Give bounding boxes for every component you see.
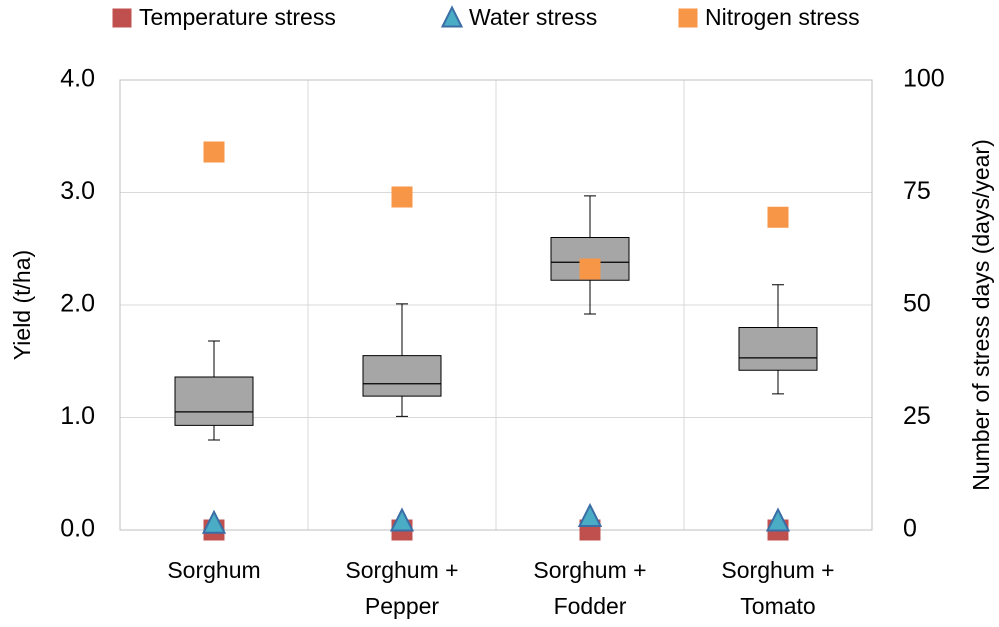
x-tick-label: Sorghum + xyxy=(345,557,458,583)
y-axis-title: Yield (t/ha) xyxy=(9,250,35,360)
stress-marker xyxy=(579,258,601,280)
legend-marker xyxy=(678,8,698,28)
box xyxy=(174,376,254,426)
y2-axis-title: Number of stress days (days/year) xyxy=(968,139,994,491)
plot-border xyxy=(119,79,873,531)
legend-marker xyxy=(112,8,132,28)
y-tick-label: 0.0 xyxy=(60,515,95,543)
stress-marker xyxy=(577,502,603,527)
box xyxy=(738,327,818,371)
legend-label: Nitrogen stress xyxy=(705,4,860,30)
y2-tick-label: 100 xyxy=(903,65,945,93)
x-tick-label: Sorghum xyxy=(167,557,260,583)
stress-marker xyxy=(767,206,789,228)
x-tick-label: Sorghum + xyxy=(533,557,646,583)
x-tick-label: Sorghum + xyxy=(721,557,834,583)
stress-marker xyxy=(765,507,791,532)
stress-marker xyxy=(203,141,225,163)
x-tick-label: Pepper xyxy=(365,593,440,619)
y-tick-label: 2.0 xyxy=(60,290,95,318)
stress-marker xyxy=(389,507,415,532)
y2-tick-label: 75 xyxy=(903,177,931,205)
y-tick-label: 3.0 xyxy=(60,177,95,205)
x-tick-label: Tomato xyxy=(740,593,815,619)
box xyxy=(362,355,442,397)
y2-tick-label: 50 xyxy=(903,290,931,318)
y2-tick-label: 25 xyxy=(903,402,931,430)
y-tick-label: 4.0 xyxy=(60,65,95,93)
legend-marker xyxy=(440,5,464,28)
y2-tick-label: 0 xyxy=(903,515,917,543)
stress-marker xyxy=(391,186,413,208)
legend-label: Temperature stress xyxy=(139,4,336,30)
x-tick-label: Fodder xyxy=(554,593,627,619)
stress-marker xyxy=(201,509,227,534)
y-tick-label: 1.0 xyxy=(60,402,95,430)
legend-label: Water stress xyxy=(469,4,597,30)
